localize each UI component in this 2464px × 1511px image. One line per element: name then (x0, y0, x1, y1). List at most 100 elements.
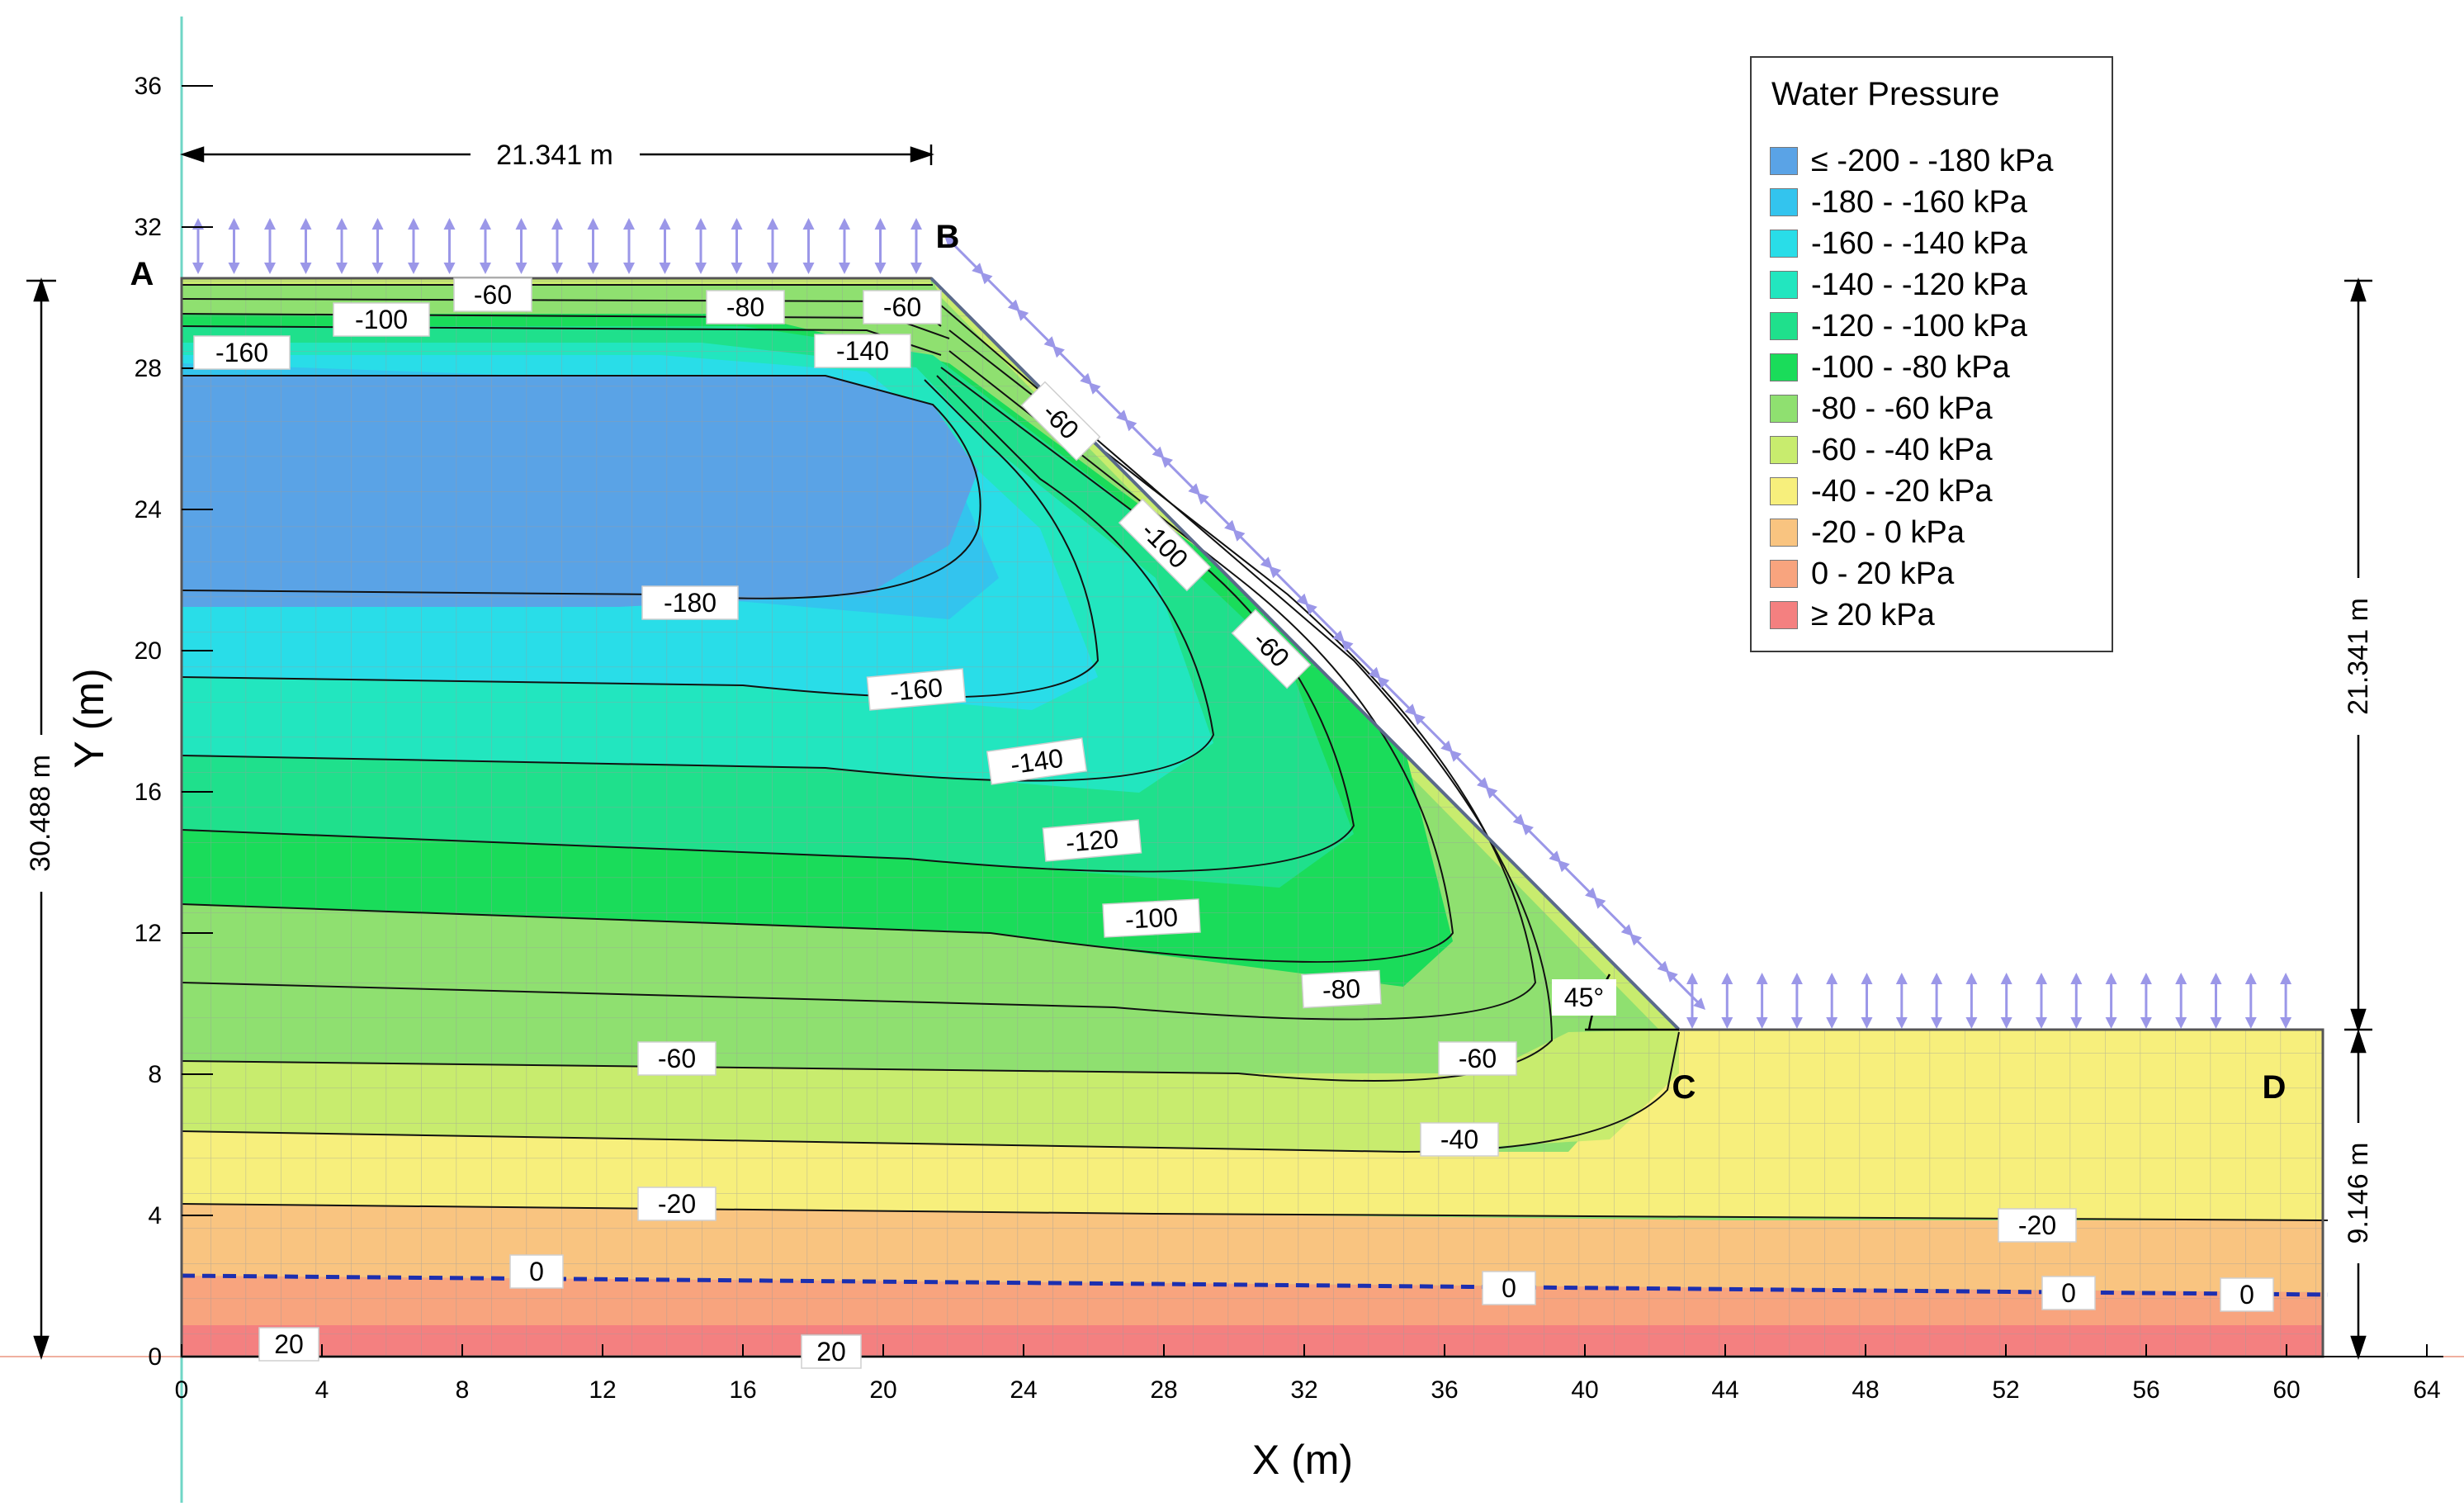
legend-swatch (1770, 147, 1798, 175)
contour-label-box (641, 585, 739, 620)
contour-label: 20 (258, 1327, 319, 1362)
x-tick-label: 44 (1711, 1376, 1738, 1404)
legend-item: 0 - 20 kPa (1770, 553, 1954, 594)
flux-arrow (1895, 973, 1908, 1029)
flux-arrow (1052, 345, 1093, 386)
flux-arrow (336, 218, 348, 274)
contour-label-box (866, 668, 967, 711)
legend-item: -140 - -120 kPa (1770, 264, 2027, 306)
flux-arrow (300, 218, 312, 274)
legend-swatch (1770, 436, 1798, 464)
flux-arrow (1232, 528, 1273, 570)
legend-label: -80 - -60 kPa (1811, 391, 1993, 426)
contour-label: -80 (706, 290, 785, 324)
contour-label: -160 (866, 668, 967, 711)
contour-label-text: 0 (2239, 1280, 2254, 1310)
contour-label-text: -80 (726, 292, 764, 322)
flux-arrow (1826, 973, 1838, 1029)
dim-slope-label-bg (2342, 578, 2375, 735)
contour-label-text: -60 (658, 1044, 696, 1073)
legend-swatch (1770, 477, 1798, 505)
flux-arrow (874, 218, 887, 274)
x-tick-label: 12 (589, 1376, 616, 1404)
y-tick-label: 4 (148, 1202, 162, 1229)
y-tick-label: 20 (135, 637, 162, 665)
contour-label-box (2041, 1276, 2096, 1310)
flux-arrow (587, 218, 599, 274)
flux-arrow (767, 218, 778, 274)
flux-arrow (980, 272, 1020, 312)
contour-label: -140 (986, 737, 1088, 785)
flux-arrow (839, 218, 850, 274)
x-tick-label: 4 (315, 1376, 329, 1404)
contour-label-text: -40 (1440, 1125, 1478, 1154)
contour-label-box (193, 335, 291, 370)
flux-arrow (802, 218, 815, 274)
x-tick-label: 28 (1150, 1376, 1177, 1404)
contour-label: -60 (453, 277, 532, 312)
flux-arrow (1449, 749, 1489, 790)
contour-label-box (1301, 969, 1382, 1009)
contour-label-text: -60 (474, 280, 512, 310)
legend-label: -20 - 0 kPa (1811, 514, 1965, 550)
flux-arrow (1593, 896, 1634, 937)
dim-toe-arrow-bottom (2350, 1335, 2367, 1360)
contour-label-text: -80 (1322, 973, 1361, 1005)
flux-arrow (1721, 973, 1733, 1029)
contour-label-box (333, 302, 430, 337)
x-tick-label: 32 (1290, 1376, 1317, 1404)
x-axis-title: X (m) (1252, 1437, 1353, 1483)
contour-label-box (1482, 1271, 1536, 1305)
contour-label: -180 (641, 585, 739, 620)
flux-arrow (1790, 973, 1803, 1029)
legend-swatch (1770, 519, 1798, 547)
y-tick-label: 8 (148, 1061, 162, 1088)
flux-arrow (1665, 969, 1706, 1011)
x-tick-label: 16 (729, 1376, 756, 1404)
dim-angle-label: 45° (1564, 983, 1604, 1012)
legend-label: 0 - 20 kPa (1811, 556, 1955, 591)
contour-label-box (1231, 609, 1312, 689)
y-tick-group: 0 4 8 12 16 20 24 28 32 36 (135, 73, 213, 1371)
flux-arrow (2244, 973, 2257, 1029)
x-tick-label: 0 (175, 1376, 189, 1404)
contour-label-text: -20 (2018, 1210, 2056, 1240)
legend-label: -120 - -100 kPa (1811, 308, 2027, 343)
contour-label: 0 (1482, 1271, 1536, 1305)
contour-line-180 (181, 375, 981, 599)
flux-arrow (1161, 455, 1201, 496)
contour-label: -100 (1102, 898, 1201, 938)
legend-swatch (1770, 312, 1798, 340)
contour-label-box (863, 290, 942, 324)
y-tick-label: 32 (135, 214, 162, 241)
contour-label-text: -140 (1009, 743, 1065, 780)
flux-arrow (1124, 419, 1165, 459)
flux-arrow (1016, 308, 1057, 349)
toe-arrows (1686, 973, 2292, 1029)
contour-label: -60 (863, 290, 942, 324)
contour-label-text: -60 (1459, 1044, 1497, 1073)
x-tick-label: 52 (1992, 1376, 2019, 1404)
dim-crest-label: 21.341 m (496, 140, 613, 171)
contour-label-box (453, 277, 532, 312)
flux-arrow (1377, 675, 1417, 717)
legend-swatch (1770, 230, 1798, 258)
contour-label-text: -100 (1124, 902, 1179, 934)
contour-label-text: 0 (2061, 1278, 2076, 1308)
dim-total-arrow-bottom (33, 1335, 50, 1360)
contour-label-text: -180 (664, 588, 716, 618)
contour-label: 0 (509, 1254, 564, 1289)
flux-arrow (2105, 973, 2117, 1029)
legend-item: -120 - -100 kPa (1770, 306, 2027, 347)
legend-item: -100 - -80 kPa (1770, 347, 2010, 388)
point-label-d: D (2263, 1069, 2287, 1106)
contour-label-box (509, 1254, 564, 1289)
legend-item: ≥ 20 kPa (1770, 594, 1935, 636)
dim-crest-label-bg (471, 136, 640, 173)
contour-label: -160 (193, 335, 291, 370)
dim-total-label-bg (25, 735, 58, 892)
contour-label: -40 (1420, 1122, 1499, 1157)
flux-arrow (1686, 973, 1698, 1029)
flux-arrow (408, 218, 419, 274)
